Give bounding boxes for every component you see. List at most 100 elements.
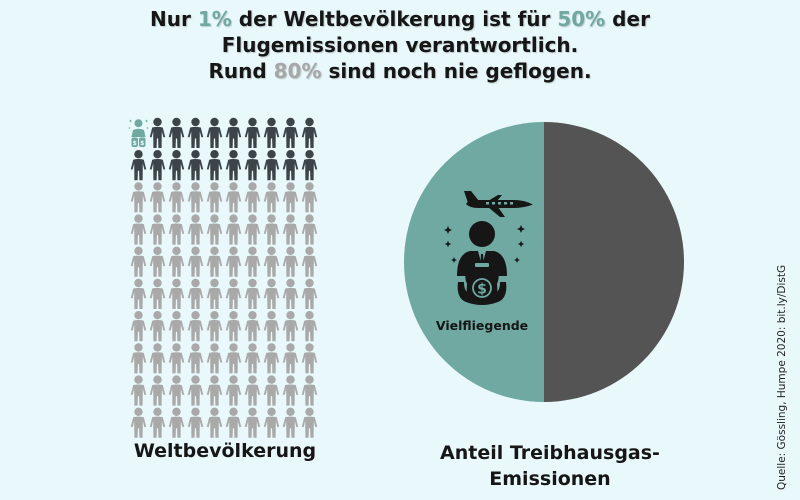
title-line-1: Nur 1% der Weltbevölkerung ist für 50% d… — [0, 6, 800, 32]
source-note: Quelle: Gössling, Humpe 2020: bit.ly/Dis… — [776, 264, 788, 490]
pictogram-person-flyer — [244, 150, 261, 181]
pictogram-person-flyer — [168, 150, 185, 181]
pictogram-person-never-flown — [244, 246, 261, 277]
title-line-2: Flugemissionen verantwortlich. — [221, 33, 579, 57]
pictogram-person-flyer — [225, 150, 242, 181]
pictogram-person-never-flown — [225, 311, 242, 342]
title-text: Rund — [208, 59, 274, 83]
pictogram-person-never-flown — [225, 182, 242, 213]
pictogram-person-never-flown — [149, 246, 166, 277]
pictogram-person-never-flown — [149, 407, 166, 438]
pictogram-person-never-flown — [225, 246, 242, 277]
pictogram-person-never-flown — [130, 407, 147, 438]
pictogram-person-flyer — [301, 150, 318, 181]
pictogram-person-never-flown — [149, 311, 166, 342]
pictogram-person-never-flown — [206, 246, 223, 277]
pictogram-person-never-flown — [206, 343, 223, 374]
pictogram-person-never-flown — [244, 311, 261, 342]
pictogram-person-flyer — [282, 117, 299, 148]
pictogram-person-never-flown — [263, 343, 280, 374]
pictogram-person-never-flown — [149, 278, 166, 309]
pictogram-person-flyer — [263, 150, 280, 181]
pictogram-person-never-flown — [244, 343, 261, 374]
pictogram-person-flyer — [206, 117, 223, 148]
title-highlight-one-percent: 1% — [197, 7, 232, 31]
pictogram-person-never-flown — [130, 343, 147, 374]
pictogram-person-never-flown — [168, 182, 185, 213]
pictogram-person-never-flown — [244, 375, 261, 406]
emissions-label-line-1: Anteil Treibhausgas- — [440, 442, 660, 464]
pictogram-person-never-flown — [130, 278, 147, 309]
title-text: Nur — [150, 7, 198, 31]
pictogram-person-never-flown — [301, 407, 318, 438]
pictogram-person-never-flown — [187, 375, 204, 406]
pictogram-person-never-flown — [282, 246, 299, 277]
pictogram-person-never-flown — [206, 182, 223, 213]
pictogram-person-never-flown — [149, 182, 166, 213]
pictogram-person-never-flown — [301, 278, 318, 309]
pictogram-person-frequent-flyer: $ $ — [128, 119, 149, 147]
pictogram-person-never-flown — [263, 311, 280, 342]
pictogram-person-never-flown — [263, 246, 280, 277]
pictogram-person-never-flown — [225, 214, 242, 245]
pictogram-person-never-flown — [168, 407, 185, 438]
pictogram-person-never-flown — [263, 214, 280, 245]
sparkle-icon — [444, 225, 525, 263]
title-line-3: Rund 80% sind noch nie geflogen. — [0, 58, 800, 84]
pictogram-person-never-flown — [206, 278, 223, 309]
pictogram-person-flyer — [282, 150, 299, 181]
pictogram-person-never-flown — [225, 343, 242, 374]
pictogram-person-never-flown — [187, 343, 204, 374]
pictogram-person-never-flown — [130, 182, 147, 213]
pictogram-person-never-flown — [149, 343, 166, 374]
pie-slice-rest — [544, 122, 684, 402]
pictogram-person-never-flown — [130, 311, 147, 342]
title-text: sind noch nie geflogen. — [321, 59, 592, 83]
chart-title: Nur 1% der Weltbevölkerung ist für 50% d… — [0, 6, 800, 84]
title-highlight-fifty-percent: 50% — [557, 7, 606, 31]
private-jet-icon — [464, 191, 533, 217]
svg-text:$: $ — [140, 140, 144, 147]
pictogram-person-never-flown — [301, 214, 318, 245]
pictogram-person-never-flown — [301, 311, 318, 342]
pictogram-person-never-flown — [149, 375, 166, 406]
pictogram-person-never-flown — [168, 214, 185, 245]
pictogram-person-never-flown — [187, 407, 204, 438]
rich-person-money-bag-icon: $ — [457, 221, 507, 305]
pictogram-person-flyer — [263, 117, 280, 148]
pictogram-person-never-flown — [187, 214, 204, 245]
pictogram-person-never-flown — [168, 375, 185, 406]
population-pictogram: $ $ — [128, 117, 318, 438]
pictogram-person-flyer — [149, 150, 166, 181]
emissions-label-line-2: Emissionen — [489, 468, 611, 490]
pictogram-person-never-flown — [187, 311, 204, 342]
pictogram-person-flyer — [168, 117, 185, 148]
pictogram-person-never-flown — [187, 182, 204, 213]
pictogram-person-never-flown — [282, 311, 299, 342]
pictogram-person-never-flown — [282, 375, 299, 406]
pictogram-person-never-flown — [301, 375, 318, 406]
pictogram-person-never-flown — [263, 407, 280, 438]
pictogram-person-never-flown — [301, 246, 318, 277]
pictogram-person-never-flown — [225, 375, 242, 406]
pictogram-person-never-flown — [244, 407, 261, 438]
pictogram-person-never-flown — [168, 311, 185, 342]
emissions-pie-chart: $ Vielfliegende — [404, 122, 684, 402]
population-label: Weltbevölkerung — [133, 440, 317, 462]
pictogram-person-never-flown — [301, 182, 318, 213]
pictogram-person-never-flown — [149, 214, 166, 245]
pictogram-person-never-flown — [244, 278, 261, 309]
pictogram-person-never-flown — [263, 182, 280, 213]
svg-text:$: $ — [133, 140, 137, 147]
pictogram-person-never-flown — [168, 343, 185, 374]
pictogram-person-never-flown — [130, 375, 147, 406]
title-text: der — [605, 7, 650, 31]
pictogram-person-flyer — [225, 117, 242, 148]
pictogram-person-never-flown — [225, 407, 242, 438]
pictogram-person-never-flown — [168, 246, 185, 277]
pictogram-person-never-flown — [206, 375, 223, 406]
svg-text:$: $ — [477, 282, 487, 298]
pictogram-person-never-flown — [187, 246, 204, 277]
pictogram-person-never-flown — [282, 182, 299, 213]
pictogram-person-flyer — [301, 117, 318, 148]
